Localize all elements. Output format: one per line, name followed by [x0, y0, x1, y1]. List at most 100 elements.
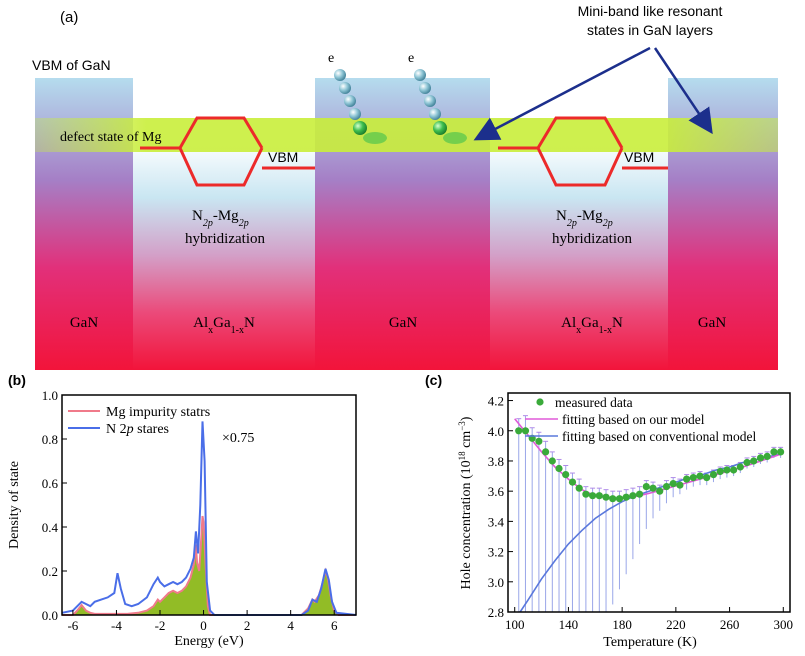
defect-state-label: defect state of Mg [60, 130, 161, 145]
c-y-tick-label-6: 4.0 [488, 424, 504, 439]
c-x-tick-label-4: 260 [720, 617, 740, 632]
measured-point-9 [575, 484, 583, 492]
b-x-tick-label-0: -6 [67, 618, 78, 633]
panel-a-band-diagram: (a) VBM of GaN defect state of Mg VBM VB… [32, 3, 778, 370]
legend-measured-marker [536, 398, 544, 406]
measured-point-16 [622, 493, 630, 501]
measured-point-11 [589, 492, 597, 500]
legend-measured-label: measured data [555, 395, 633, 410]
vbm-label-right: VBM [624, 149, 654, 165]
b-y-tick-label-1: 0.2 [42, 564, 58, 579]
measured-point-0 [515, 427, 523, 435]
panel-a-label: (a) [60, 9, 78, 26]
b-y-axis-label: Density of state [7, 461, 22, 549]
c-x-tick-label-5: 300 [774, 617, 794, 632]
measured-point-37 [763, 452, 771, 460]
measured-point-33 [736, 463, 744, 471]
measured-point-12 [595, 492, 603, 500]
c-x-axis-label: Temperature (K) [603, 635, 697, 650]
b-x-tick-label-3: 0 [200, 618, 207, 633]
b-x-tick-label-5: 4 [287, 618, 294, 633]
resonant-label-line-1: Mini-band like resonant [578, 3, 723, 19]
c-y-tick-label-4: 3.6 [488, 484, 505, 499]
measured-point-30 [716, 467, 724, 476]
measured-point-29 [709, 471, 718, 479]
c-x-tick-label-1: 140 [559, 617, 579, 632]
measured-point-34 [743, 458, 751, 467]
measured-point-18 [636, 490, 644, 498]
b-y-tick-label-4: 0.8 [42, 432, 58, 447]
measured-point-32 [730, 466, 738, 474]
measured-point-25 [683, 475, 691, 483]
c-y-tick-label-3: 3.4 [488, 514, 505, 529]
measured-point-31 [723, 466, 731, 474]
conventional-fit-line [519, 452, 784, 613]
c-y-tick-label-0: 2.8 [488, 605, 504, 620]
measured-point-35 [750, 457, 758, 465]
resonant-arrow-right [653, 47, 713, 135]
panel-b-dos-chart: (b) -6 -4 -2 0 2 4 6 0.0 0.2 0.4 0.6 0.8 1.0 Energy (e… [7, 372, 357, 649]
measured-point-15 [615, 495, 624, 503]
c-x-tick-label-3: 220 [666, 617, 686, 632]
measured-point-26 [689, 474, 697, 482]
measured-point-20 [649, 484, 657, 492]
panel-c-label: (c) [425, 372, 442, 388]
hybridization-word-left: hybridization [185, 231, 265, 247]
measured-point-7 [562, 471, 570, 479]
measured-point-13 [602, 493, 610, 501]
c-y-axis-label: Hole concentration (1018 cm−3) [457, 416, 474, 589]
measured-point-14 [609, 495, 617, 503]
measured-point-28 [703, 474, 711, 482]
panel-c-frame [507, 392, 791, 613]
measured-point-38 [770, 448, 778, 456]
panel-c-hole-concentration-chart: (c) 100 140 180 220 260 300 2.8 3.0 3.2 3.4 3.6 3.8 4… [425, 372, 793, 650]
c-y-tick-label-2: 3.2 [488, 545, 504, 560]
b-y-tick-label-0: 0.0 [42, 608, 58, 623]
measured-point-8 [568, 478, 577, 486]
vbm-of-gan-label: VBM of GaN [32, 57, 111, 73]
resonant-label-line-2: states in GaN layers [587, 22, 713, 38]
b-x-tick-label-4: 2 [244, 618, 251, 633]
legend-our-model-label: fitting based on our model [562, 412, 705, 427]
hybridization-formula-left: N2p-Mg2p [192, 208, 249, 229]
electron-label-2: e [408, 51, 414, 66]
hybridization-hexagon-right [498, 116, 624, 187]
measured-point-3 [535, 437, 543, 445]
measured-point-36 [756, 454, 765, 462]
layer-label-1: AlxGa1-xN [193, 315, 255, 336]
n2p-line [61, 421, 357, 616]
b-y-tick-label-2: 0.4 [42, 520, 59, 535]
measured-point-22 [662, 483, 671, 491]
b-annotation: ×0.75 [222, 431, 254, 446]
electron-chain-2 [414, 69, 467, 144]
hybridization-formula-right: N2p-Mg2p [556, 208, 613, 229]
measured-point-5 [548, 457, 556, 465]
algan-barrier-1 [133, 140, 315, 370]
panel-b-label: (b) [8, 372, 26, 388]
resonant-arrow-left [473, 46, 651, 141]
electron-label-1: e [328, 51, 334, 66]
electron-chain-1 [334, 69, 387, 144]
legend-n2p-label: N 2p stares [106, 422, 169, 437]
vbm-label-left: VBM [268, 149, 298, 165]
layer-label-0: GaN [70, 315, 98, 331]
measured-point-19 [642, 483, 650, 491]
b-y-tick-label-5: 1.0 [42, 388, 58, 403]
panel-b-frame [61, 394, 357, 616]
measured-point-23 [669, 480, 677, 488]
b-x-tick-label-2: -2 [155, 618, 166, 633]
measured-point-24 [676, 481, 684, 489]
measured-point-10 [582, 490, 590, 498]
b-x-tick-label-6: 6 [331, 618, 338, 633]
c-y-tick-label-5: 3.8 [488, 454, 504, 469]
hybridization-hexagon-left [140, 116, 264, 187]
c-x-tick-label-2: 180 [612, 617, 632, 632]
layer-label-3: AlxGa1-xN [561, 315, 623, 336]
algan-barrier-2 [490, 140, 668, 370]
measured-point-17 [629, 492, 637, 500]
measured-point-21 [656, 487, 664, 495]
legend-conventional-label: fitting based on conventional model [562, 429, 756, 444]
b-x-axis-label: Energy (eV) [174, 634, 244, 649]
c-y-tick-label-7: 4.2 [488, 394, 504, 409]
